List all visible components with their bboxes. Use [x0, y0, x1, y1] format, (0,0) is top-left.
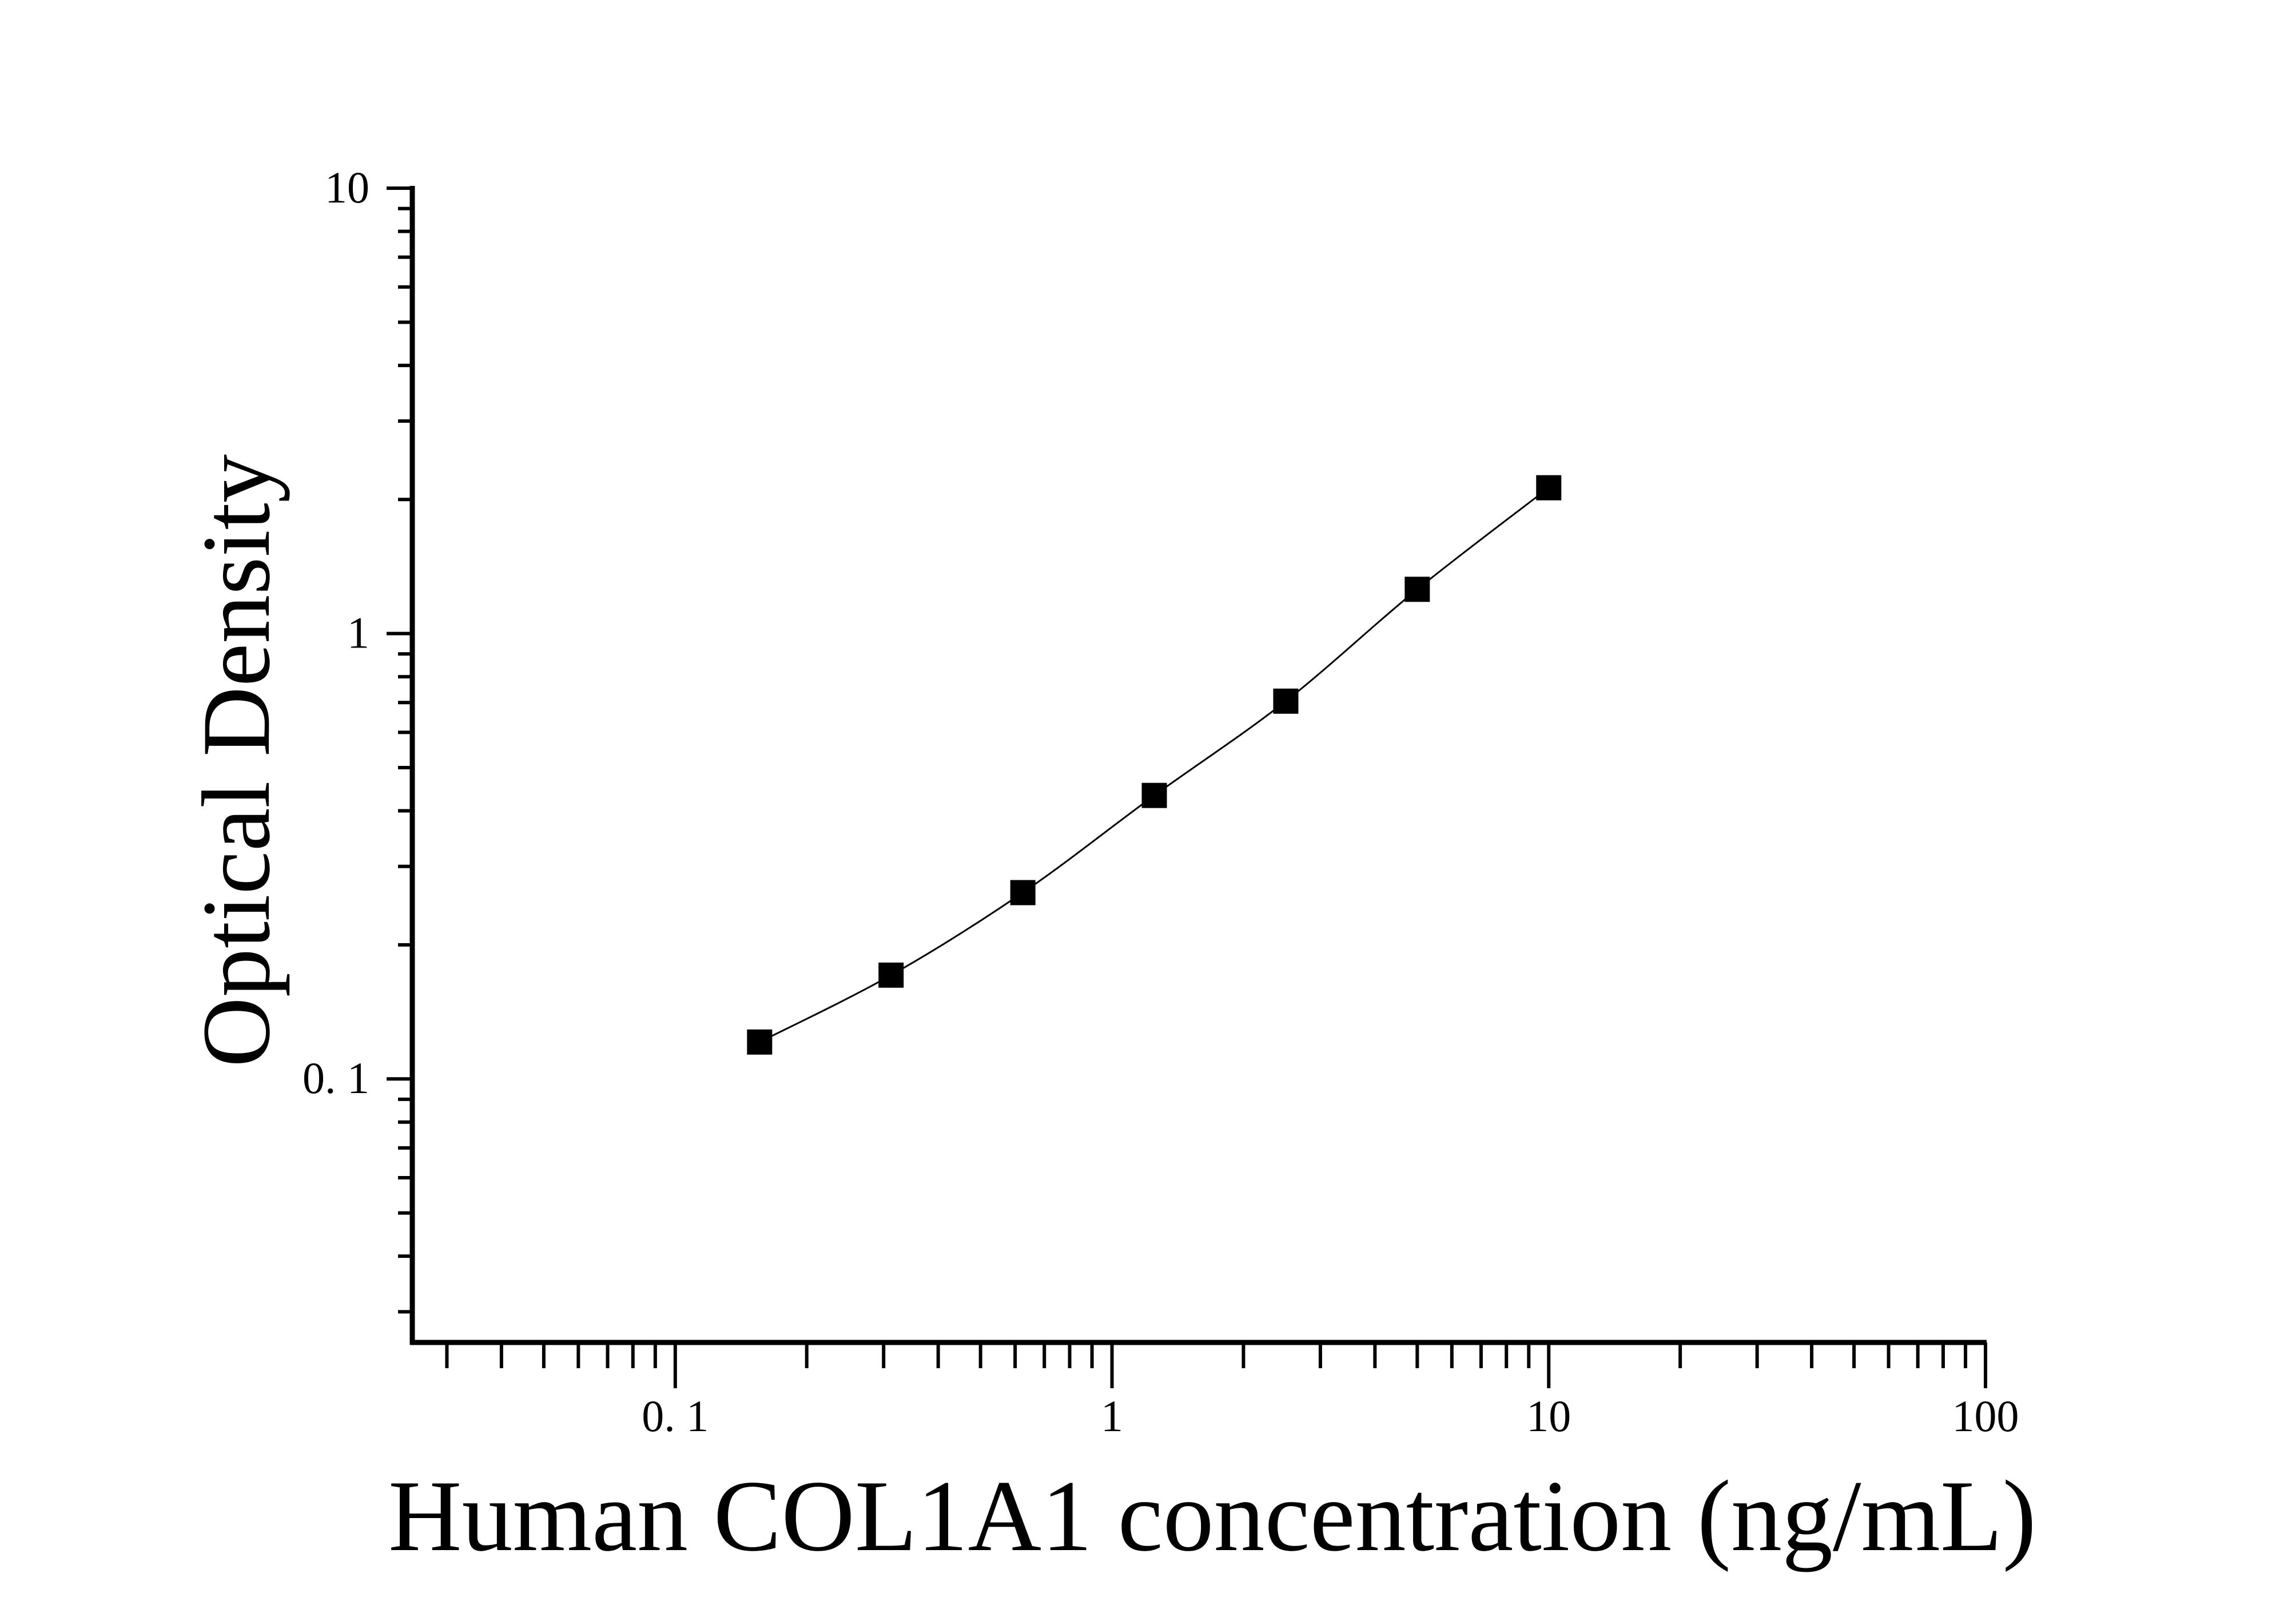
data-point-marker — [1273, 688, 1299, 714]
y-tick-label: 10 — [325, 162, 369, 212]
data-point-marker — [1141, 782, 1167, 808]
ticks: 0. 1 1 10 100 0. 1 1 10 — [303, 162, 2019, 1441]
axes — [409, 186, 1987, 1345]
data-point-marker — [1010, 880, 1036, 905]
y-tick-label: 0. 1 — [303, 1053, 369, 1103]
x-tick-label: 1 — [1101, 1391, 1123, 1441]
data-point-marker — [878, 962, 904, 988]
curve-line — [759, 487, 1550, 1043]
x-tick-label: 0. 1 — [642, 1391, 709, 1441]
fitted-curve — [759, 487, 1550, 1043]
data-point-marker — [1404, 577, 1430, 602]
x-tick-label: 10 — [1526, 1391, 1571, 1441]
data-points — [747, 475, 1562, 1055]
x-tick-label: 100 — [1952, 1391, 2019, 1441]
y-tick-label: 1 — [347, 608, 369, 658]
y-axis-title: Optical Density — [182, 454, 290, 1067]
data-point-marker — [747, 1029, 773, 1055]
x-axis-title: Human COL1A1 concentration (ng/mL) — [388, 1459, 2036, 1572]
data-point-marker — [1536, 475, 1562, 500]
